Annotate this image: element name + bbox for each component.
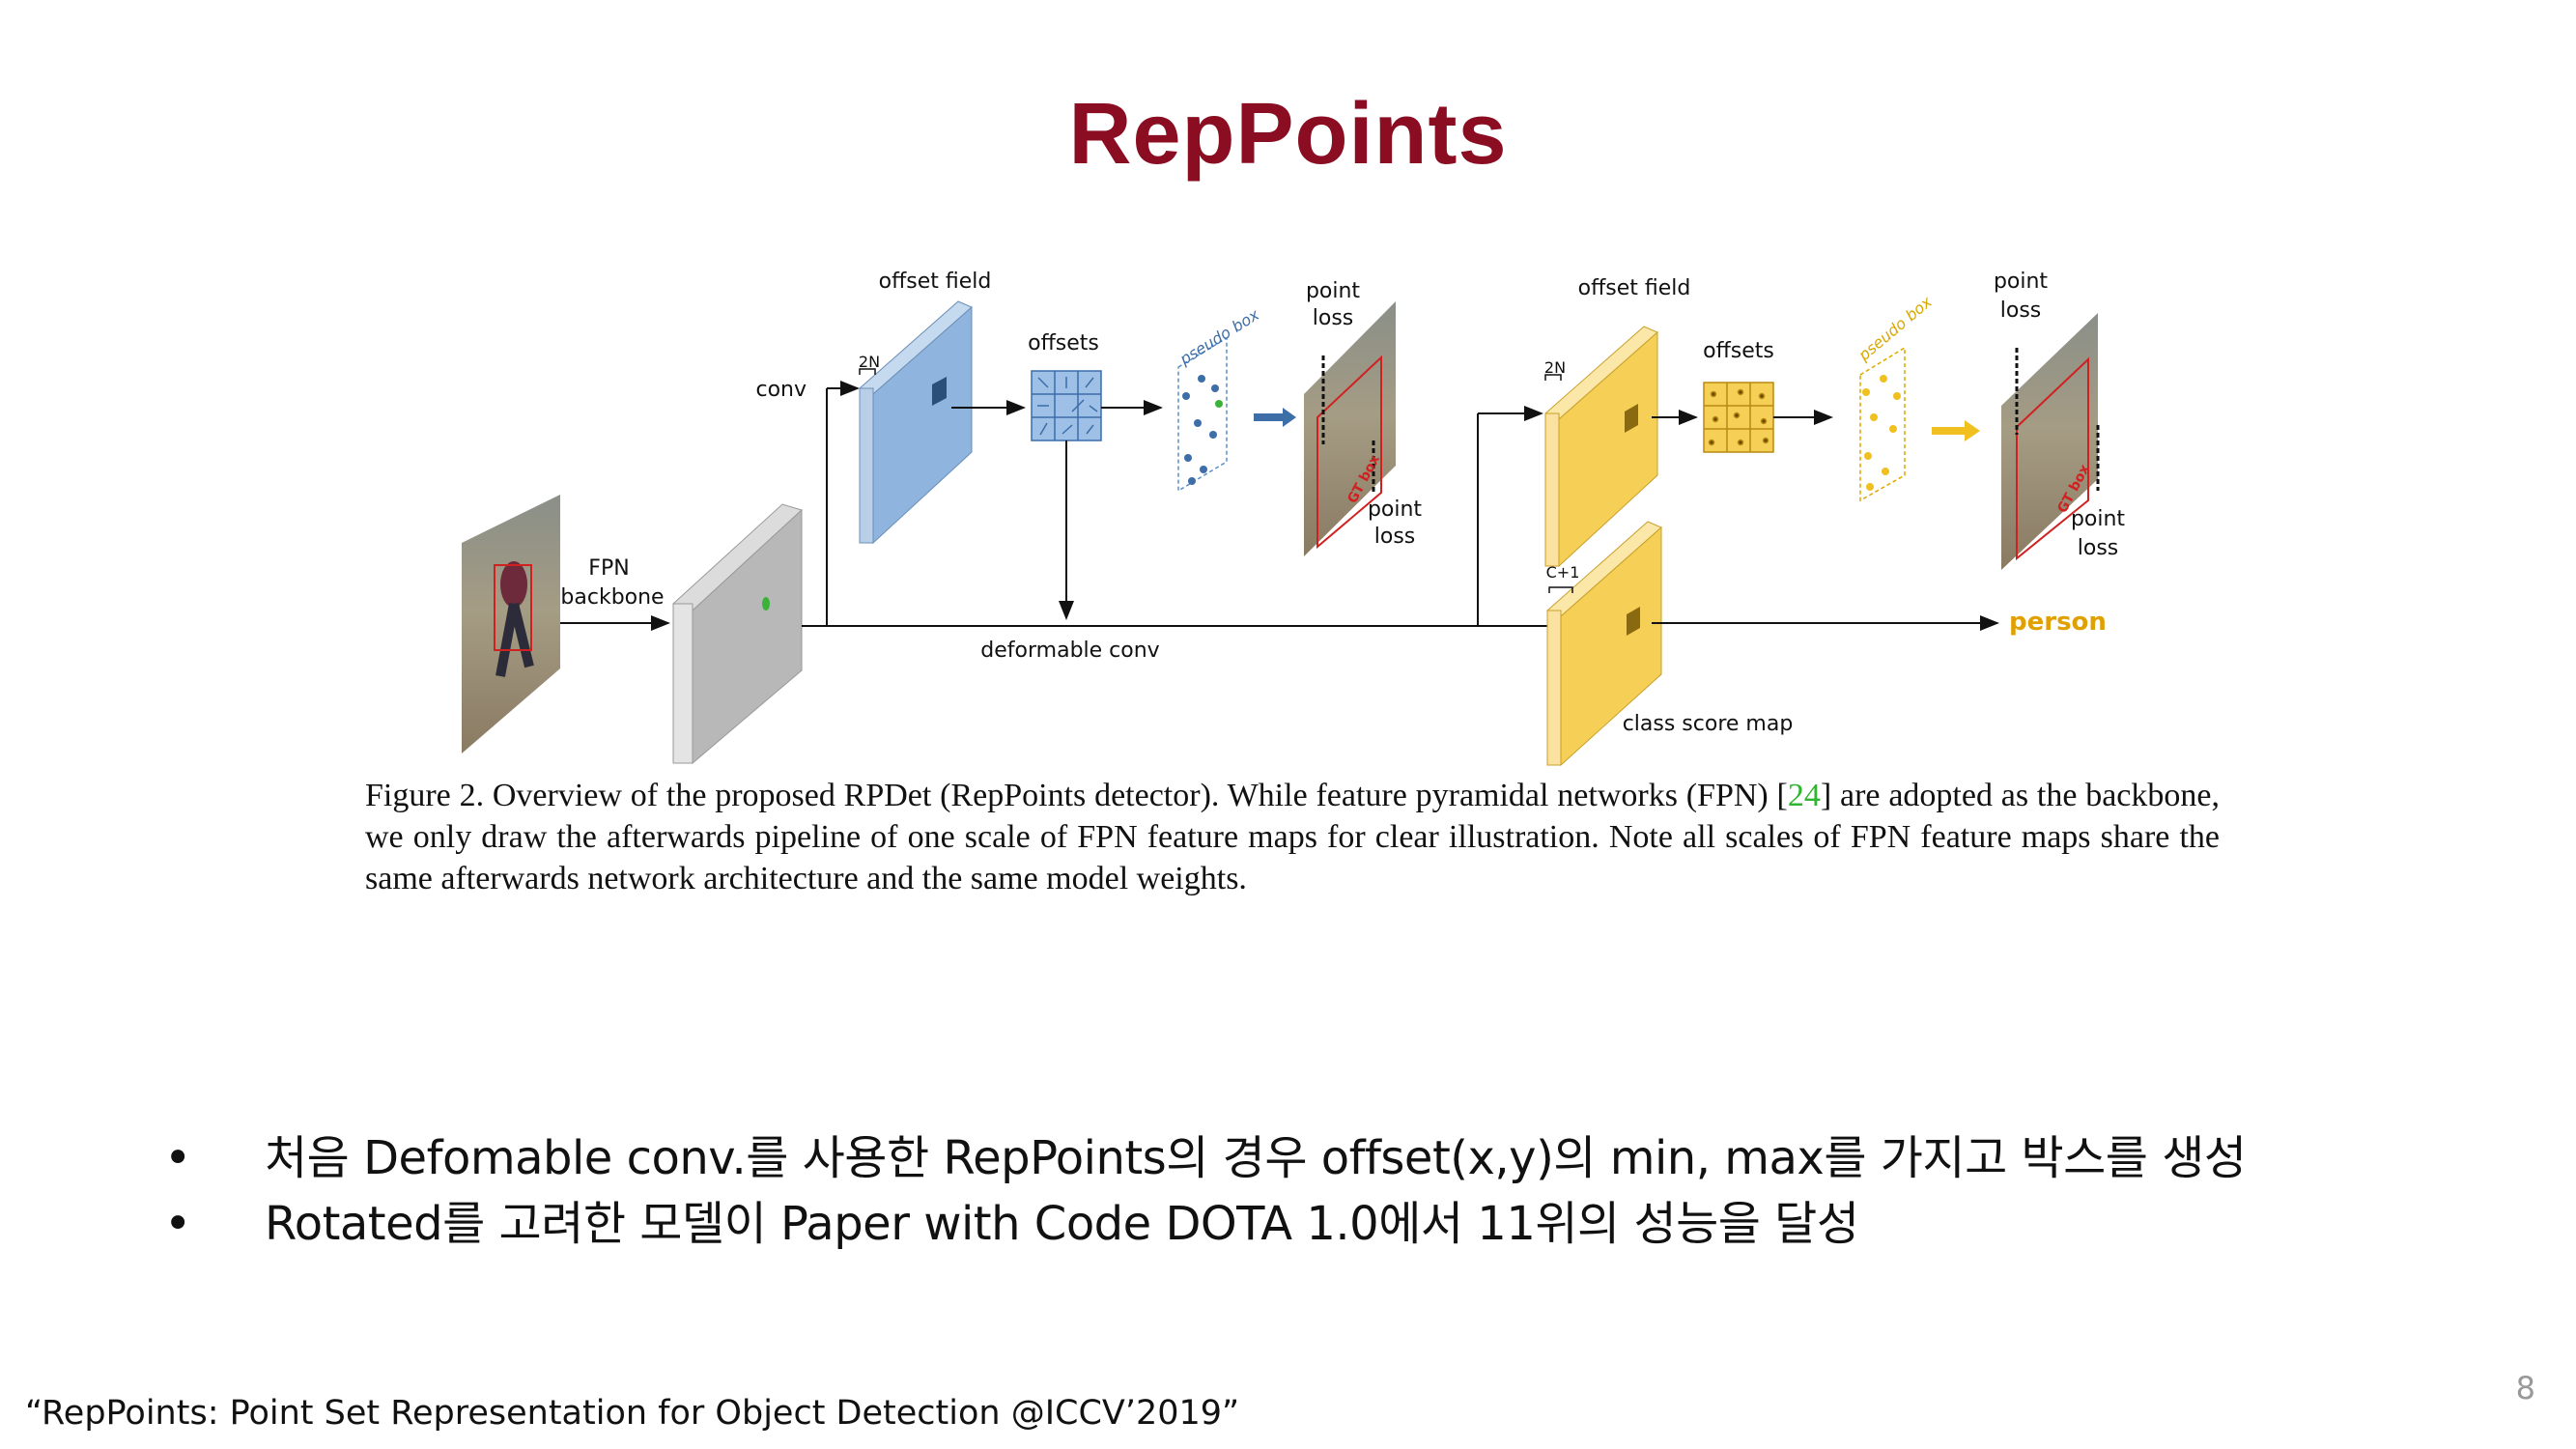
bullet-marker: • (164, 1131, 192, 1185)
point-loss-1-line-2: loss (1313, 306, 1354, 330)
point-loss-label-3: point loss (1994, 270, 2048, 323)
point-loss-4-line-1: point (2071, 507, 2125, 531)
offsets-label-2: offsets (1703, 339, 1774, 363)
bullet-text: 처음 Defomable conv.를 사용한 RepPoints의 경우 of… (265, 1131, 2247, 1185)
point-loss-1-line-1: point (1306, 279, 1360, 303)
result-image-2 (2001, 313, 2100, 570)
pseudo-box-1 (1177, 336, 1228, 493)
bullet-item: • 처음 Defomable conv.를 사용한 RepPoints의 경우 o… (164, 1125, 2482, 1191)
fpn-line-1: FPN (588, 556, 629, 581)
point-loss-2-line-1: point (1368, 497, 1422, 522)
bullet-text: Rotated를 고려한 모델이 Paper with Code DOTA 1.… (265, 1197, 1859, 1251)
page-number: 8 (2515, 1370, 2535, 1406)
class-score-map (1546, 521, 1662, 767)
offset-field-label-2: offset field (1578, 276, 1691, 300)
point-loss-label-4: point loss (2071, 507, 2125, 560)
fpn-backbone-label: FPN backbone (560, 556, 664, 610)
caption-part-1: Figure 2. Overview of the proposed RPDet… (365, 778, 1788, 813)
class-score-map-label: class score map (1623, 712, 1794, 736)
offsets-grid-1 (1031, 370, 1102, 441)
point-loss-label-1: point loss (1306, 279, 1360, 330)
c-plus-1-label: C+1 (1546, 563, 1580, 582)
result-image-1 (1304, 301, 1396, 556)
figure-caption: Figure 2. Overview of the proposed RPDet… (365, 775, 2220, 899)
point-loss-2-line-2: loss (1374, 525, 1416, 549)
bullet-item: • Rotated를 고려한 모델이 Paper with Code DOTA 1… (164, 1191, 2482, 1257)
input-image (462, 495, 560, 753)
point-loss-3-line-1: point (1994, 270, 2048, 294)
citation-footnote: “RepPoints: Point Set Representation for… (25, 1394, 1240, 1433)
pseudo-box-label-1: pseudo box (1175, 305, 1262, 369)
reppoints-architecture-figure: FPN backbone deformable conv conv 2N off… (462, 270, 2125, 767)
fpn-line-2: backbone (560, 585, 664, 610)
bullet-marker: • (164, 1197, 192, 1251)
offset-field-label-1: offset field (879, 270, 992, 294)
slide-title: RepPoints (1068, 86, 1508, 183)
backbone-feature-map (672, 503, 803, 765)
offset-field-2 (1544, 326, 1658, 568)
offsets-grid-2 (1703, 382, 1774, 453)
offset-field-1 (859, 300, 973, 545)
pseudo-box-2 (1859, 346, 1906, 502)
conv-label: conv (755, 378, 807, 402)
person-label: person (2009, 608, 2107, 637)
two-n-label-2: 2N (1544, 358, 1566, 377)
deformable-conv-label: deformable conv (980, 639, 1159, 663)
caption-reference-link[interactable]: 24 (1787, 778, 1821, 813)
caption-part-2: ] are adopted as the backbone, we only d… (365, 778, 2220, 896)
bullet-list: • 처음 Defomable conv.를 사용한 RepPoints의 경우 o… (164, 1125, 2482, 1257)
pseudo-box-label-2: pseudo box (1854, 292, 1937, 364)
two-n-label-1: 2N (859, 353, 880, 371)
offsets-label-1: offsets (1028, 331, 1099, 355)
point-loss-label-2: point loss (1368, 497, 1422, 549)
point-loss-3-line-2: loss (2000, 298, 2042, 323)
point-loss-4-line-2: loss (2078, 536, 2119, 560)
